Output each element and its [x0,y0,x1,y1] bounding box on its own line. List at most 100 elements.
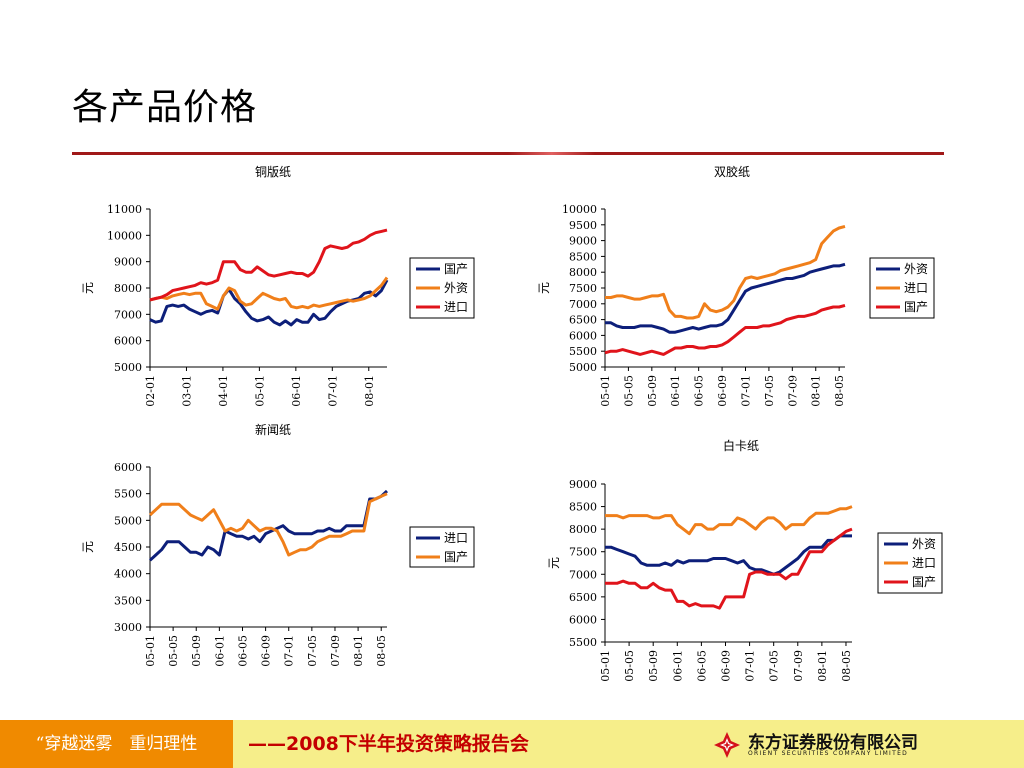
chart3-x-tick-label: 06-01 [213,635,226,667]
chart3-y-tick-label: 3500 [114,594,142,607]
chart2-y-tick-label: 9000 [569,235,597,248]
chart1-ylabel: 元 [81,282,95,294]
chart1-x-tick-label: 07-01 [326,375,339,407]
chart3-y-tick-label: 3000 [114,621,142,634]
chart4-legend-label-1: 外资 [912,537,936,551]
chart1-x-tick-label: 06-01 [290,375,303,407]
chart1-y-tick-label: 8000 [114,282,142,295]
chart1-x-tick-label: 05-01 [253,375,266,407]
chart2-series-line-1 [605,262,846,334]
company-logo: 东方证券股份有限公司 ORIENT SECURITIES COMPANY LIM… [712,728,922,762]
chart3-series-line-2 [148,492,388,557]
chart2-y-tick-label: 5000 [569,361,597,374]
chart3-x-tick-label: 07-09 [329,635,342,667]
chart4-y-tick-label: 9000 [569,478,597,491]
chart1-y-tick-label: 6000 [114,335,142,348]
chart3-y-tick-label: 6000 [114,461,142,474]
chart4-series-line-1 [605,534,852,576]
chart2-x-tick-label: 08-05 [833,375,846,407]
chart1-series-line-2 [149,276,389,311]
chart2-y-tick-label: 6000 [569,329,597,342]
footer-event-title: ——2008下半年投资策略报告会 [248,733,529,755]
chart4-y-tick-label: 6500 [569,591,597,604]
chart2-x-tick-label: 05-09 [646,375,659,407]
chart3-x-tick-label: 05-01 [144,635,157,667]
chart2-y-tick-label: 6500 [569,314,597,327]
chart1-y-tick-label: 11000 [107,203,142,216]
chart4-legend-label-2: 进口 [912,556,936,570]
footer-slogan: “穿越迷雾 重归理性 [0,720,233,768]
chart3-legend-label-1: 进口 [444,531,468,545]
chart1-legend-label-2: 外资 [444,281,468,295]
chart3-y-tick-label: 4500 [114,541,142,554]
chart3-y-tick-label: 5500 [114,488,142,501]
chart4-y-tick-label: 8500 [569,501,597,514]
chart4-x-tick-label: 08-01 [816,650,829,682]
chart2-x-tick-label: 06-01 [669,375,682,407]
chart1-series-line-3 [149,228,388,302]
chart1-title: 铜版纸 [255,164,291,179]
chart3-x-tick-label: 07-01 [283,635,296,667]
chart4-title: 白卡纸 [723,438,759,453]
chart1-x-tick-label: 04-01 [217,375,230,407]
chart4-x-tick-label: 08-05 [840,650,853,682]
chart4-y-tick-label: 7500 [569,546,597,559]
chart4-x-tick-label: 06-09 [719,650,732,682]
chart2-x-tick-label: 06-09 [716,375,729,407]
chart4-ylabel: 元 [547,557,561,569]
chart3-legend-label-2: 国产 [444,550,468,564]
chart2-y-tick-label: 10000 [562,203,597,216]
chart2-y-tick-label: 5500 [569,345,597,358]
chart3-x-tick-label: 08-01 [352,635,365,667]
chart3-x-tick-label: 05-05 [167,635,180,667]
chart1-x-tick-label: 03-01 [180,375,193,407]
chart3-x-tick-label: 08-05 [375,635,388,667]
chart2-legend-label-3: 国产 [904,300,928,314]
chart2-x-tick-label: 07-09 [786,375,799,407]
chart1-x-tick-label: 02-01 [144,375,157,407]
chart3-x-tick-label: 06-09 [260,635,273,667]
chart3-ylabel: 元 [81,541,95,553]
chart2-legend-label-2: 进口 [904,281,928,295]
chart3-title: 新闻纸 [255,422,291,437]
chart3-y-tick-label: 4000 [114,568,142,581]
chart4-x-tick-label: 05-01 [599,650,612,682]
chart2-x-tick-label: 08-01 [810,375,823,407]
chart3-x-tick-label: 07-05 [306,635,319,667]
chart3-y-tick-label: 5000 [114,514,142,527]
chart2-x-tick-label: 05-05 [622,375,635,407]
chart2-y-tick-label: 9500 [569,219,597,232]
chart4-y-tick-label: 6000 [569,613,597,626]
chart2-y-tick-label: 7000 [569,298,597,311]
chart2-y-tick-label: 8500 [569,250,597,263]
chart4-x-tick-label: 05-09 [647,650,660,682]
chart2-x-tick-label: 07-01 [739,375,752,407]
chart1-y-tick-label: 10000 [107,229,142,242]
chart4-x-tick-label: 07-05 [768,650,781,682]
logo-company-name: 东方证券股份有限公司 [748,733,918,753]
page-title: 各产品价格 [72,87,258,128]
chart2-legend-label-1: 外资 [904,262,928,276]
chart2-x-tick-label: 07-05 [763,375,776,407]
chart1-y-tick-label: 5000 [114,361,142,374]
chart3-legend-box [409,526,475,568]
chart4-series-line-2 [605,505,853,536]
chart1-y-tick-label: 7000 [114,308,142,321]
chart2-title: 双胶纸 [714,164,750,179]
chart4-x-tick-label: 07-09 [792,650,805,682]
chart1-y-tick-label: 9000 [114,256,142,269]
logo-emblem-icon [714,732,740,758]
chart4-series-line-3 [605,527,853,610]
chart4-y-tick-label: 5500 [569,636,597,649]
chart3-x-tick-label: 05-09 [190,635,203,667]
chart3-x-tick-label: 06-05 [236,635,249,667]
chart4-x-tick-label: 06-05 [695,650,708,682]
chart2-ylabel: 元 [537,282,551,294]
chart1-legend-label-1: 国产 [444,262,468,276]
footer-bar: “穿越迷雾 重归理性 ——2008下半年投资策略报告会 东方证券股份有限公司 O… [0,720,1024,768]
chart2-x-tick-label: 05-01 [599,375,612,407]
chart2-y-tick-label: 8000 [569,266,597,279]
chart1-legend-label-3: 进口 [444,300,468,314]
chart1-x-tick-label: 08-01 [363,375,376,407]
